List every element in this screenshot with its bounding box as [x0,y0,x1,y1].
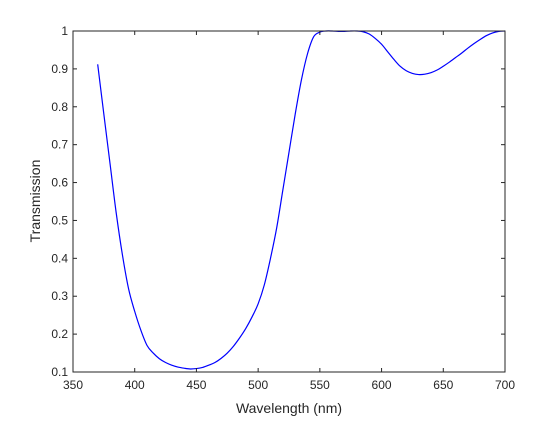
transmission-series-line [97,30,506,370]
x-tick-label: 650 [433,378,453,392]
series-layer [97,30,506,370]
x-tick-label: 700 [495,378,515,392]
x-tick-label: 550 [310,378,330,392]
y-tick-label: 0.9 [51,62,68,76]
x-tick-label: 350 [63,378,83,392]
y-tick-label: 0.1 [51,365,68,379]
y-tick-label: 0.6 [51,176,68,190]
x-axis: 350 400 450 500 550 600 650 700 [63,31,515,392]
y-tick-label: 0.2 [51,327,68,341]
y-axis-label: Transmission [27,160,43,243]
plot-background [73,31,505,372]
plot-box [72,30,506,373]
y-axis: 0.1 0.2 0.3 0.4 0.5 0.6 0.7 0.8 0.9 1 [51,24,505,379]
y-tick-label: 0.7 [51,138,68,152]
y-tick-label: 0.5 [51,213,68,227]
x-tick-label: 500 [248,378,268,392]
y-tick-label: 0.3 [51,289,68,303]
x-tick-label: 450 [186,378,206,392]
y-tick-label: 1 [61,24,68,38]
x-tick-label: 600 [372,378,392,392]
y-tick-label: 0.4 [51,251,68,265]
x-axis-label: Wavelength (nm) [236,400,342,416]
x-tick-label: 400 [125,378,145,392]
y-tick-label: 0.8 [51,100,68,114]
